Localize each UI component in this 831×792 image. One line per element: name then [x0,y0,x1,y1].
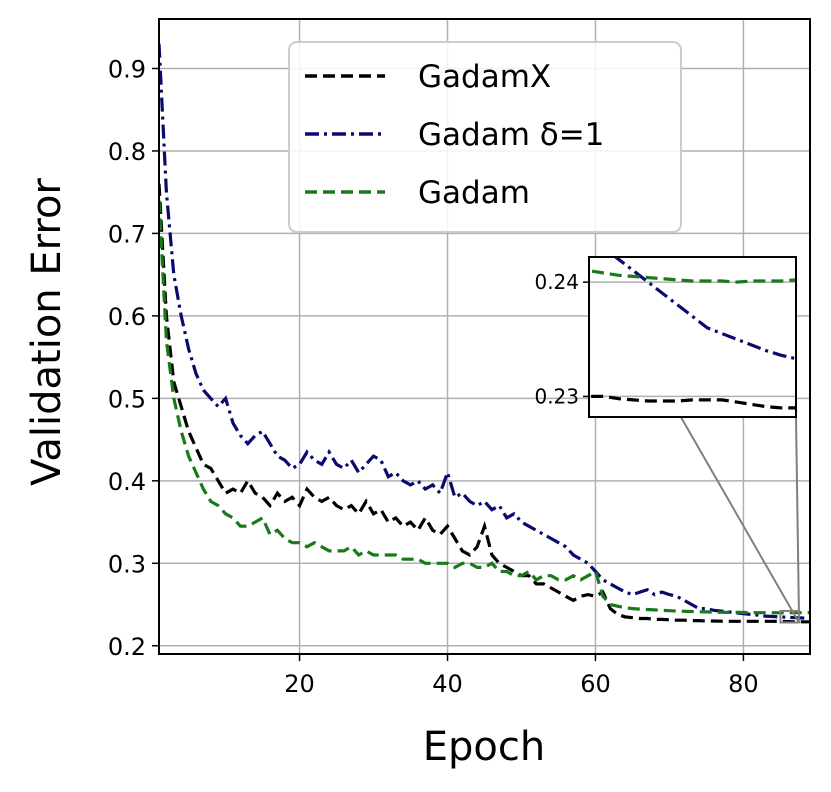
legend-label-2: Gadam [418,175,530,211]
zoom-region-box [779,609,800,624]
y-tick-label-4: 0.6 [108,303,146,331]
x-tick-label-3: 80 [728,670,759,698]
y-tick-label-2: 0.4 [108,468,146,496]
legend-label-1: Gadam δ=1 [418,117,604,153]
x-tick-label-0: 20 [284,670,315,698]
axis-ticks: 20 40 60 80 0.2 0.3 0.4 0.5 0.6 0.7 0.8 0.9 [108,55,759,698]
y-tick-label-5: 0.7 [108,220,146,248]
inset-background [589,257,796,417]
inset-y-tick-label-1: 0.24 [534,270,579,294]
x-axis-title: Epoch [423,724,545,770]
y-tick-label-0: 0.2 [108,633,146,661]
legend-label-0: GadamX [418,59,551,95]
series-line-0 [159,183,810,624]
series-line-2 [159,200,810,615]
inset-y-tick-label-0: 0.23 [534,384,579,408]
inset-series-line-1 [612,257,796,361]
y-tick-label-1: 0.3 [108,550,146,578]
inset-zoom: 0.23 0.24 [534,256,797,418]
inset-series-line-0 [589,394,796,410]
series-lines [159,43,810,624]
inset-series-line-2 [589,269,796,284]
x-tick-label-2: 60 [580,670,611,698]
series-line-1 [159,43,810,620]
y-tick-label-3: 0.5 [108,385,146,413]
legend-box [288,41,682,233]
legend: GadamX Gadam δ=1 Gadam [288,41,682,233]
inset-frame [588,256,797,418]
plot-frame [158,18,811,655]
x-tick-label-1: 40 [432,670,463,698]
y-axis-title: Validation Error [24,178,70,486]
inset-connector-line-1 [795,416,800,611]
y-tick-label-6: 0.8 [108,138,146,166]
y-tick-label-7: 0.9 [108,55,146,83]
